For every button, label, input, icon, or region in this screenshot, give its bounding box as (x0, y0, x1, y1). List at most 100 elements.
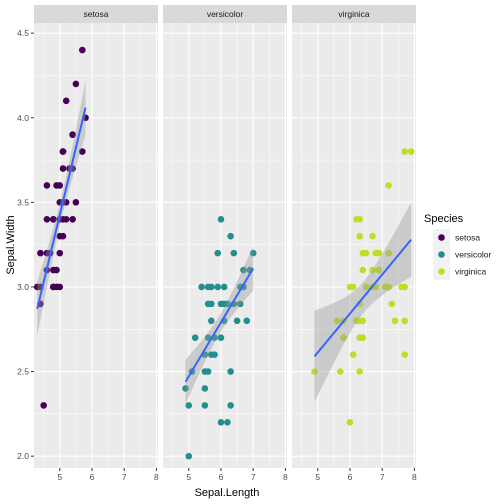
data-point (359, 317, 367, 325)
facet-strip (34, 5, 158, 23)
data-point (349, 283, 357, 291)
data-point (198, 283, 205, 291)
y-tick-label: 2.5 (17, 367, 29, 377)
data-point (191, 334, 199, 342)
data-point (233, 317, 241, 325)
panel-setosa: setosa (33, 5, 158, 468)
legend-key-point (438, 234, 445, 241)
data-point (204, 368, 212, 375)
data-point (56, 283, 64, 291)
data-point (385, 182, 392, 189)
data-point (340, 334, 347, 342)
data-point (375, 266, 383, 274)
data-point (385, 249, 392, 257)
data-point (56, 182, 64, 189)
data-point (182, 385, 189, 392)
data-point (401, 148, 409, 155)
data-point (356, 232, 363, 240)
facet-strip-label: setosa (83, 9, 108, 19)
panel-background (163, 23, 287, 468)
data-point (362, 249, 370, 257)
data-point (337, 368, 344, 375)
data-point (43, 215, 51, 223)
y-axis-label: Sepal.Width (5, 215, 17, 274)
facet-strip-label: versicolor (207, 9, 244, 19)
legend-item-setosa: setosa (433, 229, 480, 246)
y-tick-label: 3.0 (17, 282, 29, 292)
data-point (43, 182, 51, 189)
data-point (401, 283, 409, 291)
data-point (230, 249, 238, 257)
data-point (37, 249, 44, 257)
data-point (359, 266, 367, 274)
y-tick-label: 4.5 (17, 28, 29, 38)
data-point (401, 351, 409, 358)
data-point (346, 419, 354, 426)
data-point (356, 215, 363, 223)
x-tick-label: 8 (283, 472, 288, 482)
data-point (208, 283, 215, 291)
data-point (369, 266, 376, 274)
legend-label: virginica (455, 267, 486, 277)
data-point (356, 368, 363, 375)
legend: Species setosa versicolor virginica (424, 213, 492, 280)
data-point (185, 402, 193, 409)
regression-line (313, 238, 412, 357)
data-point (311, 368, 318, 375)
data-point (227, 232, 234, 240)
data-point (407, 148, 415, 155)
legend-label: setosa (455, 233, 480, 243)
legend-title: Species (424, 213, 464, 225)
data-point (40, 402, 47, 409)
data-point (359, 334, 367, 342)
data-point (72, 199, 80, 206)
data-point (211, 351, 218, 358)
data-point (369, 232, 376, 240)
data-point (79, 46, 86, 54)
data-point (59, 148, 67, 155)
legend-item-virginica: virginica (433, 263, 486, 280)
x-tick-label: 7 (251, 472, 256, 482)
data-point (214, 283, 222, 291)
data-point (401, 317, 409, 325)
panels-layer: setosa versicolor virginica (33, 5, 416, 468)
x-tick-label: 7 (122, 472, 127, 482)
data-point (69, 215, 76, 223)
x-tick-label: 6 (90, 472, 95, 482)
data-point (208, 317, 215, 325)
data-point (72, 80, 80, 88)
data-point (236, 300, 244, 308)
y-tick-label: 2.0 (17, 451, 29, 461)
data-point (224, 419, 231, 426)
y-tick-label: 3.5 (17, 197, 29, 207)
data-point (385, 283, 392, 291)
x-tick-label: 7 (380, 472, 385, 482)
confidence-band (314, 202, 412, 402)
data-point (217, 334, 225, 342)
y-tick-label: 4.0 (17, 113, 29, 123)
data-point (62, 215, 70, 223)
data-point (375, 249, 383, 257)
legend-key-point (438, 251, 445, 258)
data-point (185, 452, 193, 460)
data-point (50, 215, 57, 223)
data-point (227, 402, 234, 409)
data-point (217, 419, 225, 426)
panel-virginica: virginica (292, 5, 416, 468)
data-point (208, 300, 215, 308)
data-point (224, 300, 231, 308)
data-point (220, 283, 228, 291)
facet-strip (163, 5, 287, 23)
data-point (79, 148, 86, 155)
data-point (214, 249, 222, 257)
panel-background (34, 23, 158, 468)
data-point (62, 97, 70, 105)
legend-key-point (438, 268, 445, 275)
data-point (391, 317, 399, 325)
facet-strip (292, 5, 416, 23)
data-point (201, 402, 209, 409)
x-tick-label: 6 (219, 472, 224, 482)
data-point (56, 249, 64, 257)
data-point (33, 283, 41, 291)
